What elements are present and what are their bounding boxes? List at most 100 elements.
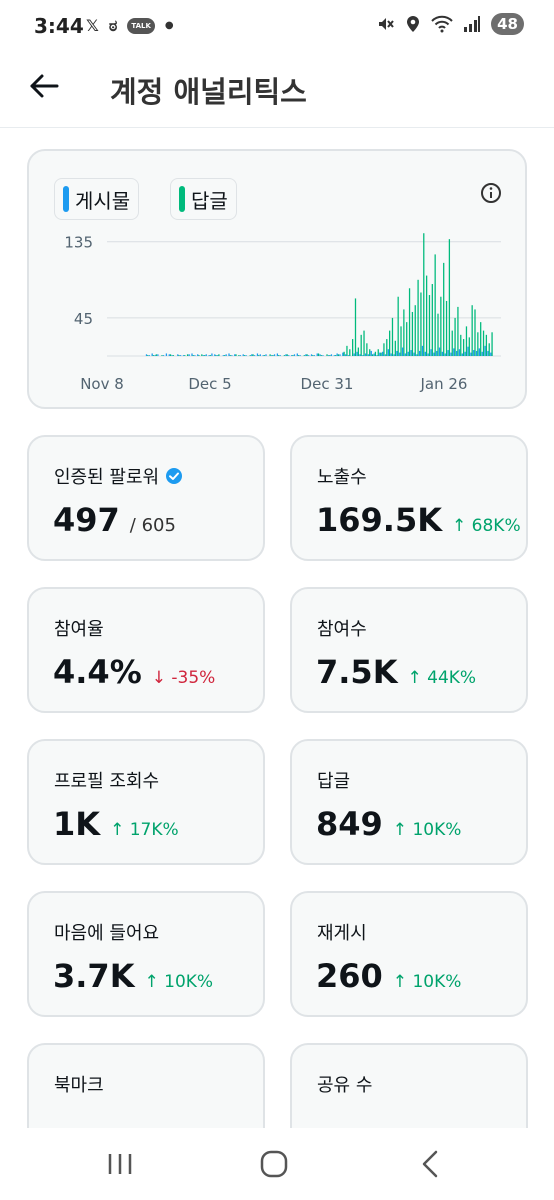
app-header: 계정 애널리틱스 bbox=[0, 56, 554, 128]
chart-bar-posts bbox=[305, 354, 307, 356]
chart-bar-replies bbox=[454, 317, 456, 356]
chart-bar-posts bbox=[308, 355, 310, 356]
stat-change: ↑ 10K% bbox=[392, 820, 462, 840]
stat-label: 답글 bbox=[317, 767, 350, 793]
chart-bar-posts bbox=[214, 354, 216, 356]
stat-label-text: 인증된 팔로워 bbox=[54, 467, 160, 488]
chart-bar-replies bbox=[437, 313, 439, 356]
chart-bar-replies bbox=[201, 354, 203, 356]
stat-change: ↑ 10K% bbox=[392, 972, 462, 992]
stat-card[interactable]: 노출수 169.5K ↑ 68K% bbox=[290, 435, 528, 561]
legend-replies-toggle[interactable]: 답글 bbox=[170, 178, 237, 220]
legend-posts-toggle[interactable]: 게시물 bbox=[54, 178, 140, 220]
chart-bar-posts bbox=[234, 354, 236, 356]
chart-bar-posts bbox=[208, 355, 210, 356]
stat-value: 3.7K bbox=[53, 957, 135, 995]
stat-label-text: 노출수 bbox=[317, 467, 367, 488]
chart-bar-posts bbox=[342, 352, 344, 356]
chart-bar-posts bbox=[444, 353, 446, 356]
chart-bar-replies bbox=[389, 330, 391, 356]
chart-bar-replies bbox=[215, 355, 217, 356]
chart-bar-replies bbox=[192, 355, 194, 356]
chart-bar-replies bbox=[204, 355, 206, 356]
nav-back-icon[interactable] bbox=[410, 1148, 450, 1180]
chart-bar-replies bbox=[223, 355, 226, 356]
chart-bar-posts bbox=[379, 352, 381, 356]
stat-label: 노출수 bbox=[317, 463, 367, 489]
chart-bar-replies bbox=[229, 355, 231, 356]
chart-bar-posts bbox=[188, 354, 190, 356]
chart-bar-posts bbox=[288, 355, 290, 356]
chart-bar-posts bbox=[327, 355, 330, 356]
recent-apps-icon[interactable] bbox=[100, 1148, 140, 1180]
chart-bar-posts bbox=[171, 355, 173, 356]
chart-bar-replies bbox=[366, 343, 368, 356]
chart-bar-replies bbox=[243, 355, 246, 356]
chart-bar-replies bbox=[369, 349, 371, 356]
stat-label: 공유 수 bbox=[317, 1071, 372, 1097]
stat-label: 참여수 bbox=[317, 615, 367, 641]
chart-bar-posts bbox=[364, 353, 367, 356]
chart-bar-posts bbox=[382, 351, 384, 356]
stat-card[interactable]: 답글 849 ↑ 10K% bbox=[290, 739, 528, 865]
stat-change: ↑ 10K% bbox=[144, 972, 214, 992]
chart-bar-posts bbox=[461, 353, 463, 356]
chart-bar-replies bbox=[147, 355, 149, 356]
chart-bar-posts bbox=[293, 354, 296, 356]
chart-bar-posts bbox=[373, 353, 375, 356]
back-arrow-icon[interactable] bbox=[26, 68, 62, 104]
chart-bar-posts bbox=[470, 352, 472, 356]
chart-bar-replies bbox=[371, 354, 374, 356]
chart-bar-replies bbox=[445, 300, 448, 356]
chart-bar-posts bbox=[393, 354, 395, 356]
chart-bar-replies bbox=[383, 343, 385, 356]
chart-bar-posts bbox=[251, 354, 253, 356]
stat-card[interactable]: 참여수 7.5K ↑ 44K% bbox=[290, 587, 528, 713]
chart-bar-replies bbox=[488, 343, 490, 356]
stat-card[interactable]: 프로필 조회수 1K ↑ 17K% bbox=[27, 739, 265, 865]
chart-bar-replies bbox=[334, 355, 337, 356]
stat-label: 인증된 팔로워 bbox=[54, 463, 183, 489]
chart-bar-posts bbox=[356, 351, 358, 356]
stat-value: 7.5K bbox=[316, 653, 398, 691]
status-right-icons: 48 bbox=[377, 13, 524, 35]
chart-bar-posts bbox=[165, 353, 168, 356]
stat-value: 849 bbox=[316, 805, 383, 843]
info-icon[interactable] bbox=[479, 181, 503, 205]
chart-bar-replies bbox=[186, 354, 189, 356]
stat-value: 4.4% bbox=[53, 653, 142, 691]
stat-card[interactable]: 인증된 팔로워 497 / 605 bbox=[27, 435, 265, 561]
status-time: 3:44 bbox=[34, 14, 84, 38]
stat-label-text: 북마크 bbox=[54, 1075, 104, 1096]
home-icon[interactable] bbox=[254, 1148, 294, 1180]
chart-bar-replies bbox=[317, 353, 320, 356]
chart-bar-posts bbox=[467, 346, 469, 356]
chart-bar-posts bbox=[433, 352, 435, 356]
signal-icon bbox=[464, 16, 481, 32]
chart-bar-posts bbox=[239, 355, 242, 356]
chart-bar-posts bbox=[353, 353, 355, 356]
chart-bar-posts bbox=[313, 355, 316, 356]
stat-total: / 605 bbox=[129, 515, 176, 536]
status-bar: 3:44 𝕏 ಠ TALK ● 48 bbox=[0, 0, 554, 56]
chart-bar-replies bbox=[172, 355, 175, 356]
chart-bar-replies bbox=[425, 275, 428, 356]
chart-bar-replies bbox=[460, 334, 462, 356]
chart-bar-posts bbox=[256, 353, 259, 356]
chart-bar-replies bbox=[423, 233, 425, 356]
stat-value: 1K bbox=[53, 805, 101, 843]
chart-bar-posts bbox=[413, 352, 415, 356]
chart-bar-replies bbox=[352, 339, 354, 356]
stat-card[interactable]: 참여율 4.4% ↓ -35% bbox=[27, 587, 265, 713]
chart-x-tick-label: Dec 31 bbox=[301, 375, 354, 393]
stat-card[interactable]: 마음에 들어요 3.7K ↑ 10K% bbox=[27, 891, 265, 1017]
stat-label: 마음에 들어요 bbox=[54, 919, 159, 945]
chart-bar-posts bbox=[157, 354, 159, 356]
chart-bar-replies bbox=[329, 355, 331, 356]
chart-bar-posts bbox=[427, 353, 429, 356]
chart-bar-replies bbox=[440, 296, 442, 356]
chart-bar-posts bbox=[242, 354, 244, 356]
chart-bar-posts bbox=[262, 355, 264, 356]
stat-card[interactable]: 재게시 260 ↑ 10K% bbox=[290, 891, 528, 1017]
chart-y-ticks: 135 45 bbox=[64, 234, 93, 328]
